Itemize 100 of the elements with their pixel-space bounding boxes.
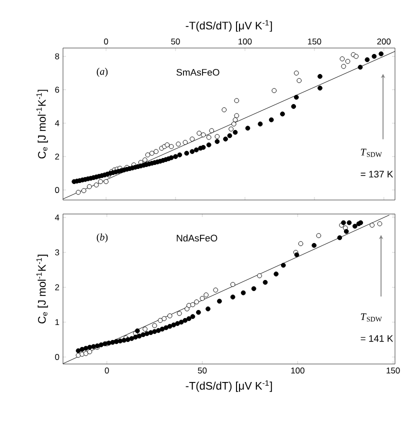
point <box>81 188 86 194</box>
point <box>273 272 278 276</box>
point <box>90 344 96 349</box>
point <box>79 352 84 357</box>
point <box>316 233 321 238</box>
point <box>168 155 174 160</box>
point <box>194 299 199 304</box>
x-tick-label: 150 <box>308 38 321 44</box>
point <box>353 54 358 59</box>
point <box>140 332 146 338</box>
point <box>245 126 250 131</box>
point <box>196 310 201 315</box>
point <box>136 334 142 339</box>
point <box>156 328 161 333</box>
point <box>184 150 189 156</box>
annotation: = 141 K <box>360 335 393 342</box>
point <box>317 86 322 91</box>
point <box>121 338 126 343</box>
point <box>103 179 108 184</box>
point <box>134 328 140 334</box>
y-tick-label: 4 <box>54 120 60 126</box>
point <box>152 329 157 334</box>
point <box>203 292 208 298</box>
y-tick-label: 2 <box>54 284 59 290</box>
annotation: = 137 K <box>360 170 393 178</box>
point <box>205 306 210 312</box>
point <box>228 126 234 132</box>
point <box>186 302 192 308</box>
point <box>369 222 374 228</box>
y-tick-label: 0 <box>54 354 59 360</box>
annotation: T$_{SDW}$ <box>360 148 382 157</box>
point <box>132 334 138 340</box>
point <box>262 280 268 285</box>
point <box>172 154 178 160</box>
point <box>167 313 172 318</box>
x-tick-label: 50 <box>170 38 180 44</box>
point <box>234 113 239 118</box>
point <box>190 149 194 154</box>
point <box>231 122 236 126</box>
y-tick-label: 2 <box>54 154 59 160</box>
point <box>200 144 206 150</box>
point <box>142 326 148 332</box>
point <box>194 147 199 152</box>
annotation: SmAsFeO <box>176 68 220 76</box>
point <box>208 128 214 134</box>
point <box>129 336 134 341</box>
point <box>170 322 176 328</box>
point <box>212 288 218 292</box>
point <box>251 286 256 292</box>
point <box>364 57 370 62</box>
point <box>200 132 206 138</box>
point <box>98 342 104 348</box>
point <box>174 321 180 326</box>
point <box>294 94 299 100</box>
point <box>294 252 299 258</box>
point <box>280 112 285 116</box>
point <box>344 229 349 234</box>
point <box>164 142 170 148</box>
point <box>200 296 204 301</box>
point <box>94 182 99 188</box>
point <box>152 323 157 328</box>
point <box>240 290 246 296</box>
point <box>190 302 195 308</box>
x-tick-label: 100 <box>238 38 252 44</box>
point <box>190 314 195 319</box>
point <box>167 324 172 329</box>
point <box>294 70 299 76</box>
point <box>340 56 344 62</box>
y-tick-label: 3 <box>54 249 59 256</box>
x-axis-title: -T(dS/dT) [μV K$^{-1}$] <box>186 20 272 32</box>
point <box>79 346 84 352</box>
point <box>227 133 232 138</box>
point <box>206 142 212 148</box>
point <box>148 330 153 336</box>
x-tick-label: 50 <box>198 368 206 374</box>
point <box>214 139 220 144</box>
annotation: NdAsFeO <box>176 234 217 242</box>
point <box>234 98 239 104</box>
point <box>336 235 342 240</box>
point <box>317 74 322 79</box>
point <box>168 144 174 149</box>
x-tick-label: 0 <box>104 38 108 44</box>
point <box>149 150 154 156</box>
point <box>144 331 150 336</box>
point <box>256 273 262 278</box>
point <box>76 190 80 195</box>
point <box>371 54 376 59</box>
point <box>296 78 302 84</box>
x-tick-label: 200 <box>377 38 390 44</box>
point <box>271 88 276 94</box>
point <box>118 338 122 344</box>
x-axis-title: -T(dS/dT) [μV K$^{-1}$] <box>186 380 272 392</box>
point <box>177 152 182 158</box>
point <box>345 58 350 64</box>
point <box>232 117 238 122</box>
point <box>206 134 212 140</box>
point <box>378 51 384 56</box>
point <box>83 346 88 351</box>
point <box>87 349 92 354</box>
y-tick-label: 1 <box>55 319 59 326</box>
